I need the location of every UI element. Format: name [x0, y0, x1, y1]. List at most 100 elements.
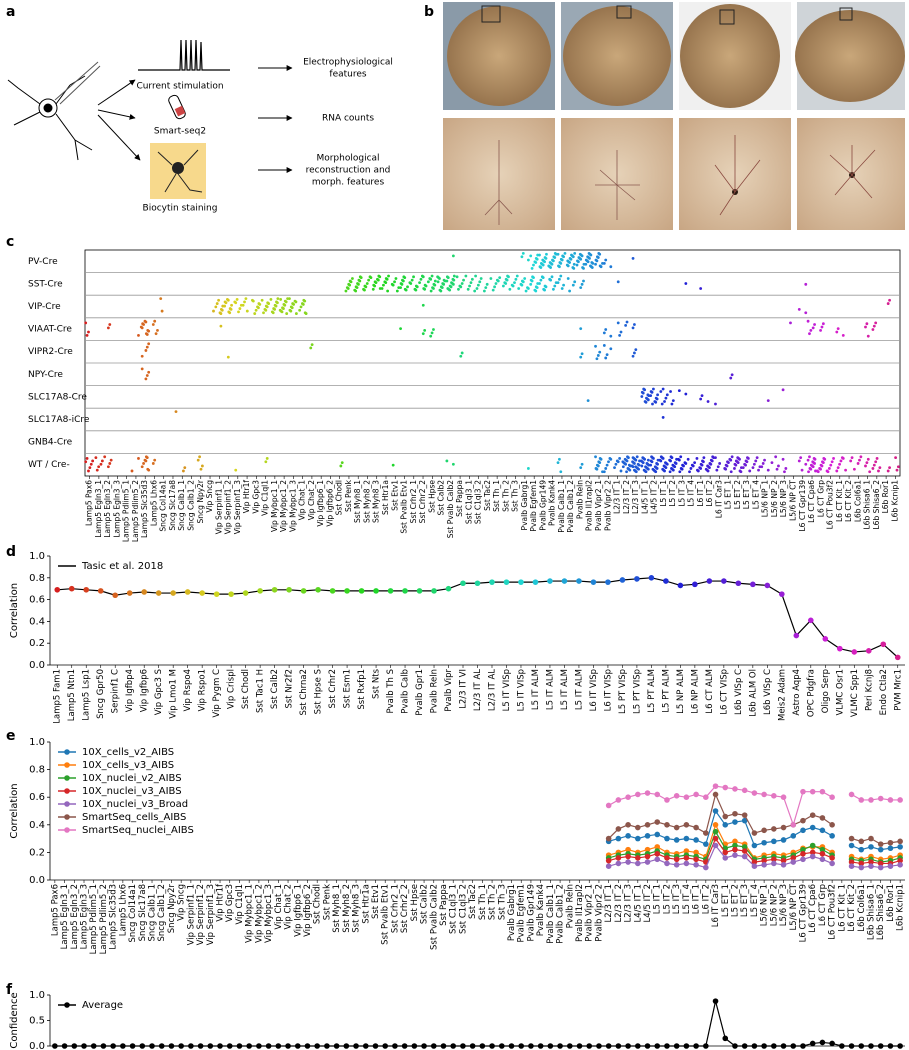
cell-dot — [91, 459, 95, 463]
cell-group — [520, 251, 530, 262]
cell-dot — [645, 396, 648, 400]
cell-dot — [664, 396, 668, 400]
x-tick-label: Sncg Npy2r — [167, 884, 177, 934]
cell-dot — [702, 456, 706, 460]
point — [664, 835, 670, 842]
cell-group — [649, 455, 660, 474]
cell-dot — [684, 282, 688, 285]
point — [877, 841, 884, 847]
cell-dot — [836, 327, 840, 331]
cell-dot — [598, 350, 602, 354]
cell-dot — [830, 460, 834, 464]
x-tick-label: L5 IT VISp — [516, 669, 526, 711]
point — [693, 837, 699, 843]
point — [314, 1043, 320, 1049]
cell-dot — [584, 262, 588, 266]
point — [605, 802, 612, 809]
point — [90, 1043, 97, 1049]
cell-dot — [635, 455, 639, 459]
point — [557, 1043, 563, 1049]
point — [732, 846, 738, 853]
point — [722, 822, 729, 828]
cell-dot — [109, 458, 113, 462]
point — [168, 1043, 175, 1049]
cell-group — [714, 456, 722, 472]
cell-group — [459, 351, 464, 358]
cell-dot — [288, 308, 292, 312]
cell-group — [421, 328, 427, 336]
cell-dot — [614, 462, 618, 466]
y-tick-label: 0.6 — [29, 792, 45, 803]
x-tick-label: Pvalb Vipr2_2 — [594, 884, 604, 942]
point — [421, 1043, 427, 1049]
cell-dot — [757, 468, 760, 472]
cell-dot — [495, 278, 499, 282]
cell-dot — [517, 287, 521, 290]
point — [722, 813, 729, 820]
cell-group — [223, 298, 233, 315]
cell-dot — [726, 460, 729, 464]
cell-dot — [225, 298, 229, 301]
cell-dot — [228, 307, 232, 310]
cell-dot — [643, 400, 647, 403]
cell-dot — [774, 455, 778, 459]
point — [644, 846, 651, 853]
cell-dot — [781, 457, 785, 461]
x-tick-label: Pvalb Vipr — [444, 669, 454, 712]
cell-group — [602, 344, 613, 360]
cell-dot — [807, 470, 810, 474]
cell-dot — [594, 258, 598, 262]
point — [721, 578, 727, 584]
cell-dot — [429, 334, 433, 338]
cell-dot — [856, 462, 860, 465]
x-tick-label: Sst Crhr2_1 — [390, 884, 400, 933]
x-tick-label: Vip Lmo1 M — [169, 669, 179, 719]
cell-dot — [144, 349, 148, 352]
cell-dot — [372, 283, 376, 287]
cell-dot — [813, 323, 816, 326]
point — [81, 1043, 87, 1049]
x-tick-label: Vip C1ql1 — [235, 884, 245, 925]
x-tick-label: Sst Myh8_1 — [353, 480, 362, 523]
x-tick-label: L5 ET_1 — [724, 480, 733, 509]
cell-dot — [557, 264, 560, 268]
cell-dot — [806, 319, 810, 323]
y-tick-label: 1.0 — [29, 990, 45, 1001]
cell-group — [704, 455, 716, 473]
legend-marker — [64, 814, 70, 820]
cell-dot — [466, 287, 470, 291]
cell-dot — [613, 466, 616, 470]
cell-dot — [533, 260, 537, 264]
point — [664, 860, 670, 867]
cell-group — [781, 388, 785, 392]
cell-dot — [521, 251, 525, 255]
cell-dot — [353, 288, 357, 292]
cell-dot — [457, 287, 460, 291]
cell-dot — [430, 331, 434, 335]
cell-dot — [715, 468, 719, 472]
x-tick-label: Sst Htr1a — [361, 884, 371, 924]
point — [877, 860, 884, 867]
cell-dot — [548, 277, 552, 281]
x-tick-label: Sst Nts — [372, 668, 382, 699]
cell-dot — [431, 286, 434, 290]
point — [751, 863, 758, 869]
cell-dot — [744, 459, 748, 463]
cell-group — [751, 456, 762, 472]
point — [663, 578, 669, 584]
point — [654, 819, 661, 825]
point — [644, 790, 651, 796]
cell-dot — [844, 468, 847, 472]
cell-group — [482, 277, 493, 293]
cell-group — [426, 274, 437, 293]
cell-dot — [214, 305, 218, 309]
cell-dot — [541, 258, 545, 262]
cell-dot — [254, 308, 258, 312]
cell-dot — [865, 461, 869, 465]
cell-dot — [822, 457, 826, 460]
point — [97, 588, 104, 594]
cell-dot — [634, 348, 638, 352]
cell-dot — [645, 462, 649, 465]
cell-dot — [815, 469, 819, 473]
cell-group — [106, 323, 112, 330]
